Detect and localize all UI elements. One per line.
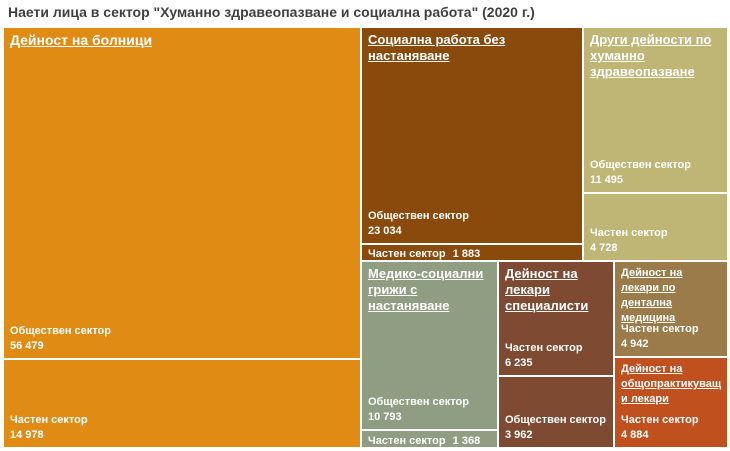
item-label: Частен сектор xyxy=(590,227,668,239)
tile-specialists-private: Дейност на лекари специалисти Частен сек… xyxy=(498,261,614,376)
group-title-dental: Дейност на лекари по дентална медицина xyxy=(621,267,683,324)
item-value: 4 728 xyxy=(590,242,618,254)
item-value: 6 235 xyxy=(505,357,533,369)
tile-gp-private: Дейност на общопрактикуващ и лекари Част… xyxy=(614,357,728,448)
item-label: Обществен сектор xyxy=(368,396,469,408)
tile-social-public: Социална работа без настаняване Обществе… xyxy=(361,27,583,244)
group-title-specialists: Дейност на лекари специалисти xyxy=(505,266,589,313)
item-label: Обществен сектор xyxy=(368,210,469,222)
item-label: Обществен сектор xyxy=(505,414,606,426)
tile-label: Частен сектор 6 235 xyxy=(505,341,609,371)
item-value: 4 942 xyxy=(621,338,649,350)
item-label: Частен сектор xyxy=(621,323,699,335)
item-label: Обществен сектор xyxy=(590,159,691,171)
item-label: Обществен сектор xyxy=(10,325,111,337)
tile-dental-private: Дейност на лекари по дентална медицина Ч… xyxy=(614,261,728,357)
item-label: Частен сектор xyxy=(621,414,699,426)
group-title-gp: Дейност на общопрактикуващ и лекари xyxy=(621,363,722,405)
tile-social-private: Частен сектор 1 883 xyxy=(361,244,583,261)
group-title-social-work: Социална работа без настаняване xyxy=(368,32,506,63)
group-title-other-health: Други дейности по хуманно здравеопазване xyxy=(590,32,712,79)
item-value: 3 962 xyxy=(505,429,533,441)
item-label: Частен сектор xyxy=(10,414,88,426)
tile-label: Частен сектор 1 368 xyxy=(368,434,493,447)
item-value: 1 883 xyxy=(452,248,481,260)
tile-label: Обществен сектор 10 793 xyxy=(368,395,493,425)
group-title-medico-social: Медико-социални грижи с настаняване xyxy=(368,266,484,313)
tile-label: Обществен сектор 23 034 xyxy=(368,209,578,239)
tile-label: Обществен сектор 11 495 xyxy=(590,158,723,188)
tile-label: Частен сектор 4 728 xyxy=(590,226,723,256)
tile-label: Частен сектор 4 884 xyxy=(621,413,723,443)
item-value: 56 479 xyxy=(10,340,44,352)
item-label: Частен сектор xyxy=(368,248,446,260)
tile-label: Частен сектор 1 883 xyxy=(368,247,578,260)
tile-other-public: Други дейности по хуманно здравеопазване… xyxy=(583,27,728,193)
tile-medsocial-public: Медико-социални грижи с настаняване Обще… xyxy=(361,261,498,430)
item-label: Частен сектор xyxy=(505,342,583,354)
item-value: 4 884 xyxy=(621,429,649,441)
tile-other-private: Частен сектор 4 728 xyxy=(583,193,728,261)
group-title-hospitals: Дейност на болници xyxy=(10,32,153,48)
item-value: 14 978 xyxy=(10,429,44,441)
tile-specialists-public: Обществен сектор 3 962 xyxy=(498,376,614,448)
tile-hospitals-public: Дейност на болници Обществен сектор 56 4… xyxy=(3,27,361,359)
item-value: 1 368 xyxy=(452,435,481,447)
item-value: 10 793 xyxy=(368,411,402,423)
item-value: 23 034 xyxy=(368,225,402,237)
tile-label: Частен сектор 14 978 xyxy=(10,413,356,443)
chart-title: Наети лица в сектор "Хуманно здравеопазв… xyxy=(8,4,535,20)
item-value: 11 495 xyxy=(590,174,624,186)
item-label: Частен сектор xyxy=(368,435,446,447)
tile-hospitals-private: Частен сектор 14 978 xyxy=(3,359,361,448)
tile-label: Обществен сектор 3 962 xyxy=(505,413,609,443)
tile-label: Обществен сектор 56 479 xyxy=(10,324,356,354)
tile-medsocial-private: Частен сектор 1 368 xyxy=(361,430,498,448)
tile-label: Частен сектор 4 942 xyxy=(621,322,723,352)
